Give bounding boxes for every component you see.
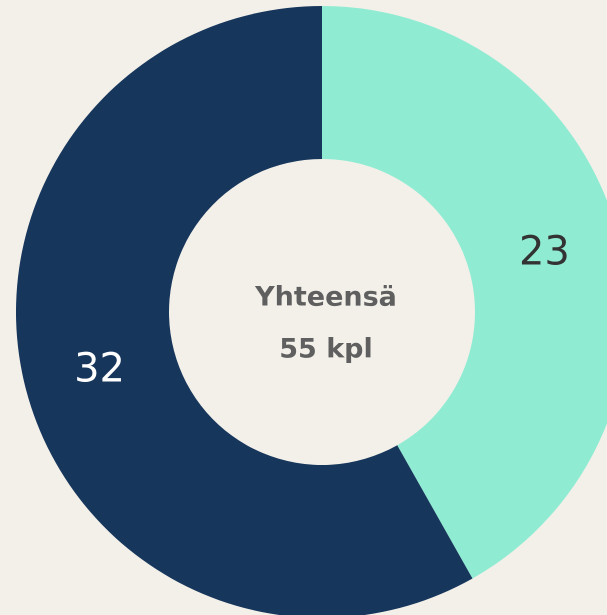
value-label: 32	[74, 345, 125, 391]
slices	[16, 6, 607, 615]
slice	[16, 6, 473, 615]
center-label: 55 kpl	[279, 334, 373, 365]
value-label: 23	[519, 229, 570, 275]
slice	[322, 6, 607, 579]
center-label: Yhteensä	[254, 282, 397, 313]
